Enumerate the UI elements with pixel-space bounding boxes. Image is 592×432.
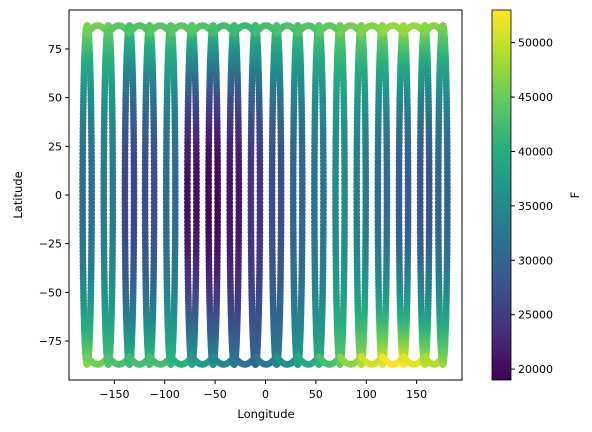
track-5 <box>184 22 217 368</box>
track-6 <box>205 22 238 368</box>
plot-area <box>79 22 451 368</box>
track-16 <box>416 22 447 368</box>
track-7 <box>226 22 259 368</box>
track-10 <box>289 22 323 368</box>
track-3 <box>141 22 175 368</box>
track-11 <box>310 22 344 368</box>
track-12 <box>332 22 365 368</box>
track-0 <box>79 22 112 368</box>
track-8 <box>247 22 280 368</box>
track-1 <box>100 22 133 368</box>
track-2 <box>121 22 154 368</box>
track-15 <box>395 22 429 368</box>
track-9 <box>268 22 302 368</box>
track-13 <box>353 22 386 368</box>
